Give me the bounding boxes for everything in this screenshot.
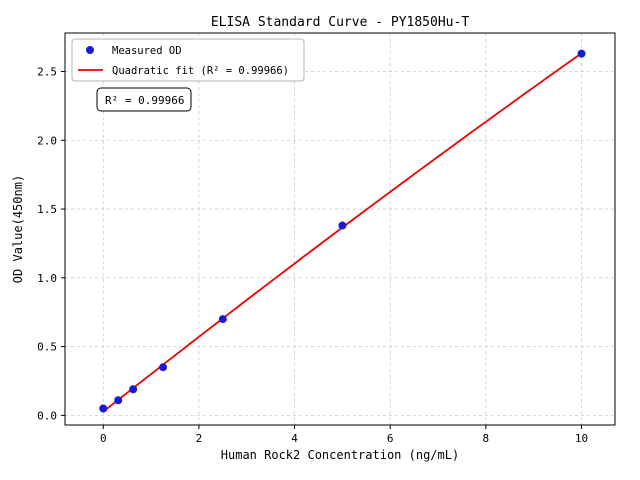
x-tick-label: 8 [483,432,490,445]
data-point [114,396,123,405]
y-tick-label: 1.5 [37,203,57,216]
data-point [129,385,138,394]
legend: Measured OD Quadratic fit (R² = 0.99966) [71,38,305,82]
legend-quadratic-fit-label: Quadratic fit (R² = 0.99966) [112,65,289,77]
y-tick-label: 2.0 [37,134,57,147]
r-squared-annotation: R² = 0.99966 [105,94,184,107]
y-axis-label: OD Value(450nm) [11,175,25,283]
x-axis-label: Human Rock2 Concentration (ng/mL) [221,448,459,462]
y-tick-label: 1.0 [37,272,57,285]
x-tick-label: 0 [100,432,107,445]
annotation-box [96,87,192,112]
x-tick-label: 2 [196,432,203,445]
plot-border [64,32,616,426]
data-point [159,363,168,372]
legend-measured-od-marker-icon [86,46,94,54]
annotation-group: R² = 0.99966 [96,87,192,112]
x-tick-label: 10 [575,432,588,445]
chart-title: ELISA Standard Curve - PY1850Hu-T [211,15,469,30]
data-layer [99,49,586,413]
data-point [577,49,586,58]
x-tick-label: 6 [387,432,394,445]
data-point [218,315,227,324]
data-point [338,221,347,230]
legend-measured-od-label: Measured OD [112,45,182,57]
legend-box [71,38,305,82]
data-point [99,404,108,413]
y-tick-label: 0.0 [37,409,57,422]
y-tick-label: 2.5 [37,66,57,79]
axes-layer: 0 2 4 6 8 10 0.0 0.5 1.0 1.5 2.0 2.5 [37,66,588,445]
y-tick-label: 0.5 [37,341,57,354]
x-tick-label: 4 [291,432,298,445]
